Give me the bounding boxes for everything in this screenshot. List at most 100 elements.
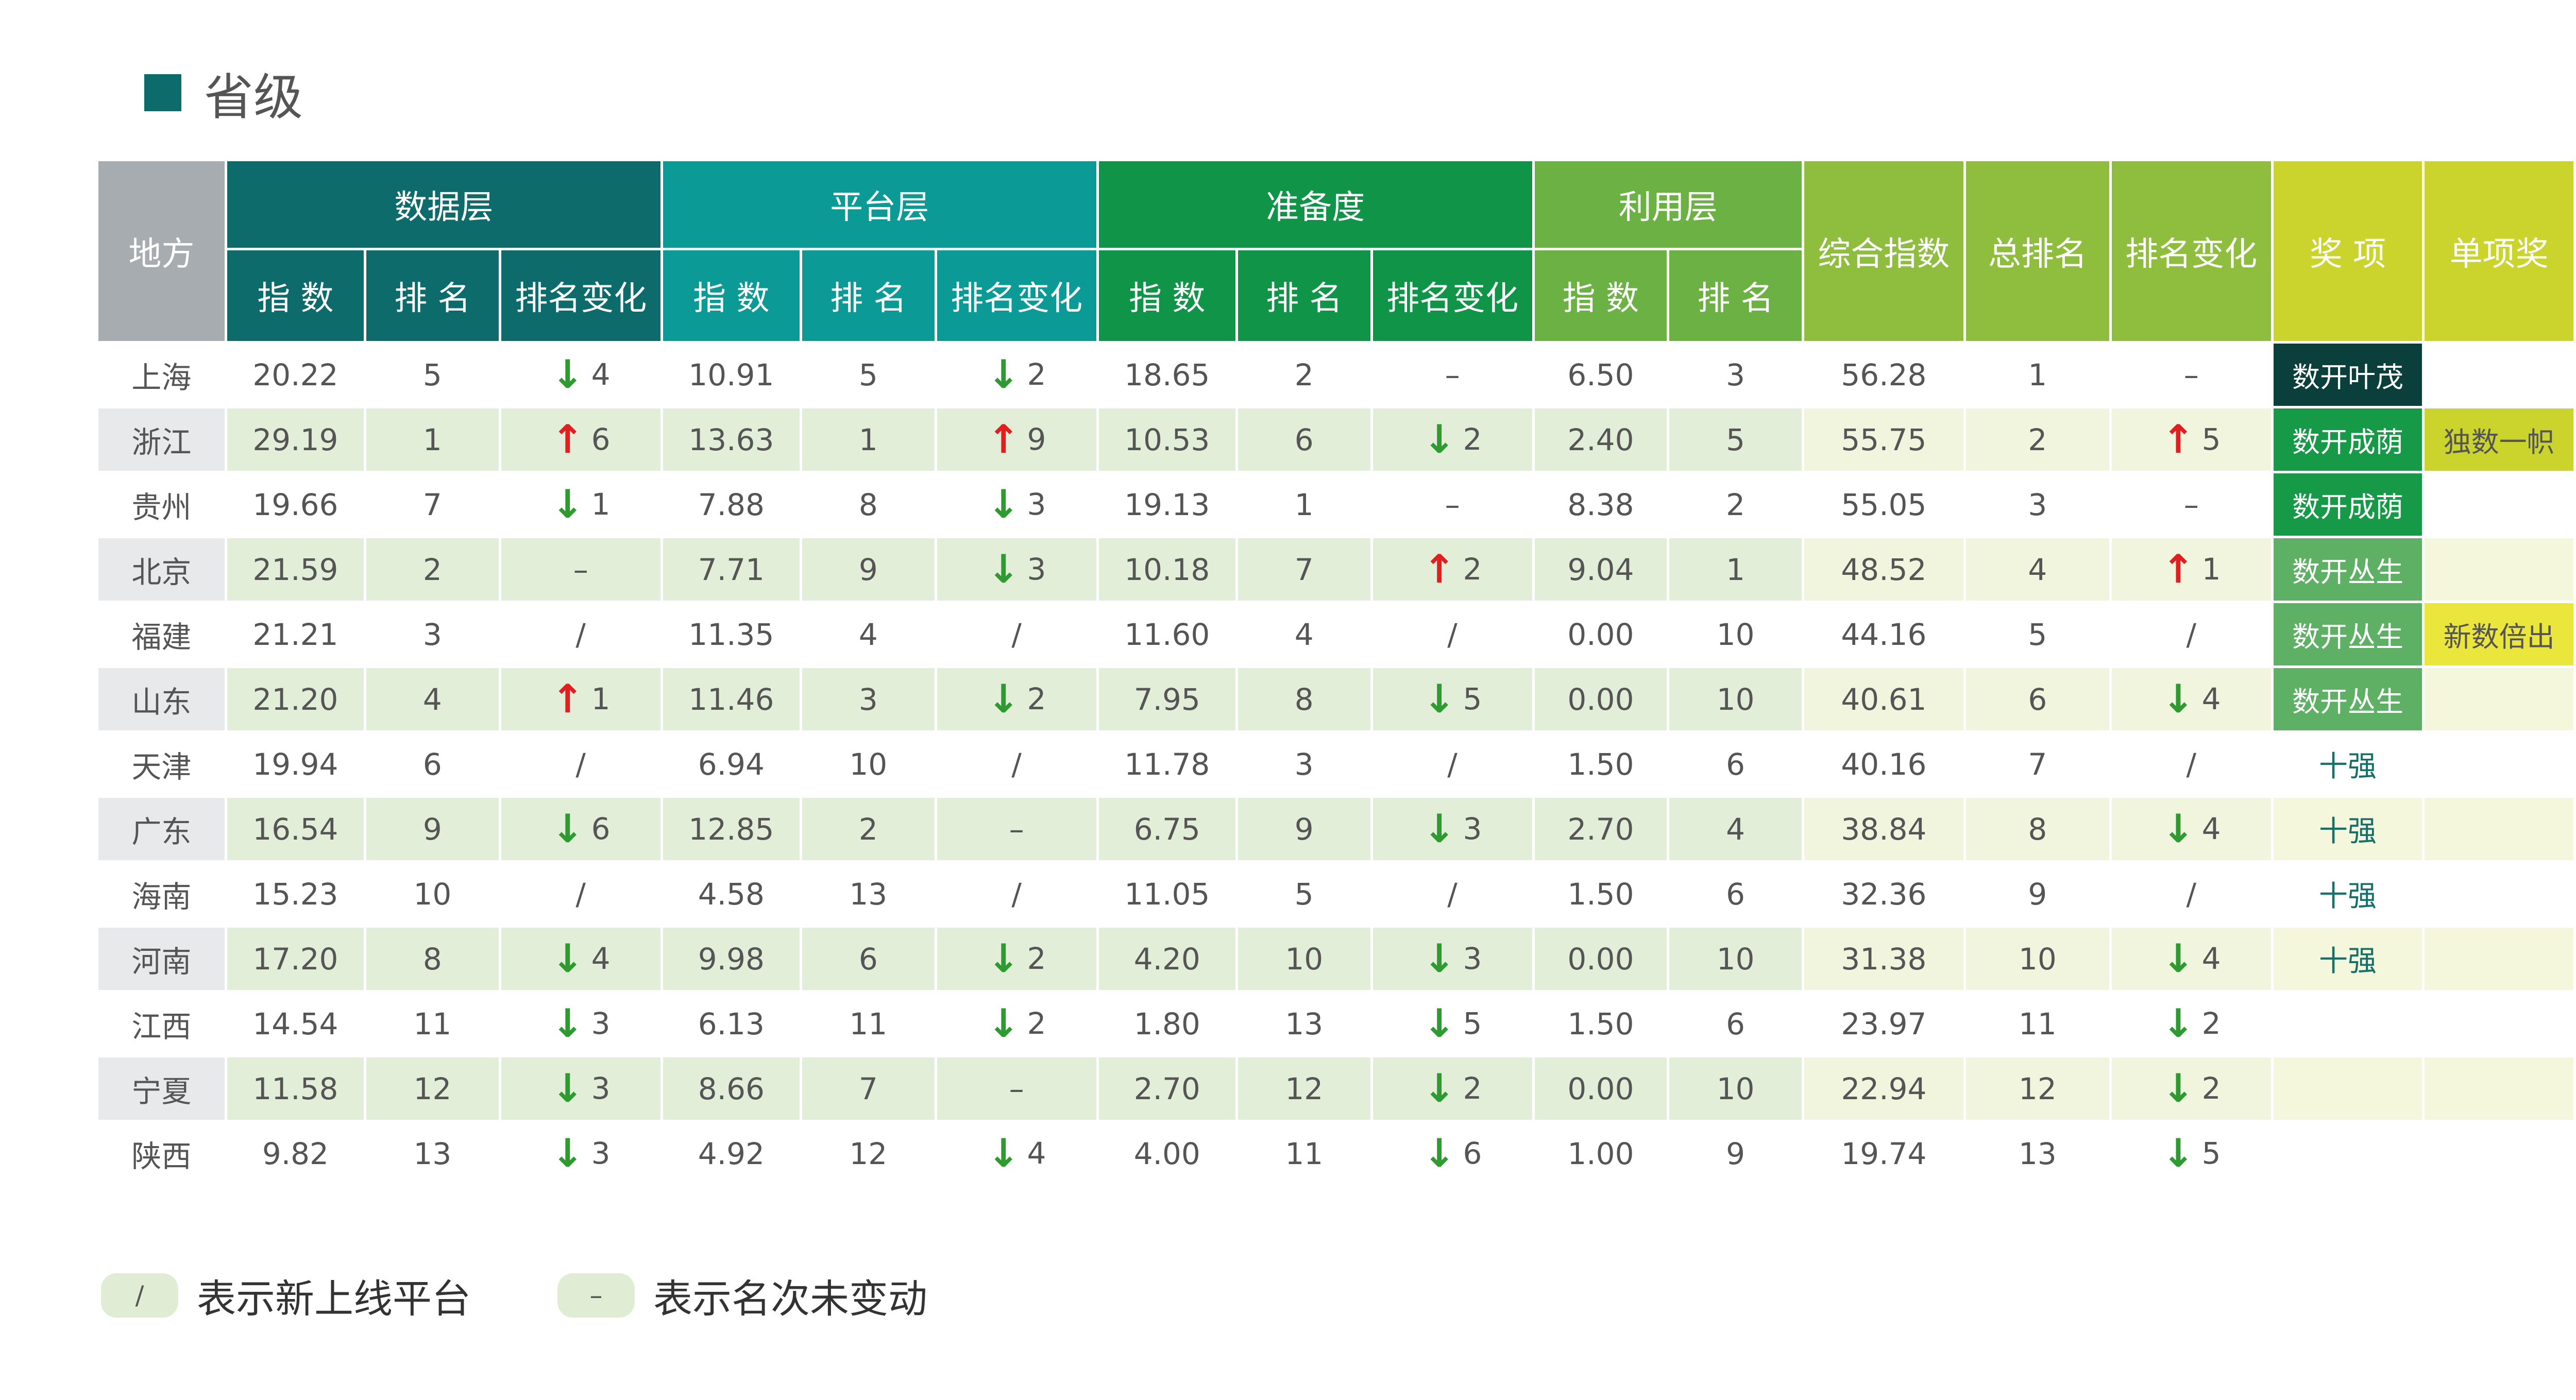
cell-platform-rank: 1 [799,406,937,473]
rank-change-value: 2 [1027,941,1046,976]
cell-composite-index: 55.05 [1801,471,1966,538]
cell-platform-index: 4.58 [660,860,802,928]
rank-change: – [1009,812,1024,847]
cell-platform-rank: 12 [799,1120,937,1187]
cell-total-rank: 10 [1963,925,2112,993]
cell-composite-index: 48.52 [1801,536,1966,603]
cell-platform-index: 7.71 [660,536,802,603]
cell-platform-rank: 11 [799,990,937,1057]
cell-data-change: ↓ 6 [498,795,663,863]
cell-data-change: / [498,860,663,928]
cell-total-rank: 2 [1963,406,2112,473]
cell-award: 十强 [2270,795,2425,863]
cell-use-index: 2.40 [1532,406,1670,473]
cell-readiness-index: 6.75 [1096,795,1238,863]
rank-change: ↓ 2 [1423,419,1482,459]
cell-readiness-index: 2.70 [1096,1055,1238,1122]
arrow-down-icon: ↓ [987,675,1020,722]
arrow-down-icon: ↓ [987,351,1020,397]
cell-composite-index: 56.28 [1801,341,1966,408]
rank-change-value: 2 [1027,1005,1046,1041]
cell-platform-rank: 7 [799,1055,937,1122]
cell-use-index: 0.00 [1532,1055,1670,1122]
cell-readiness-change: ↑ 2 [1370,536,1535,603]
rank-change-value: – [2183,487,2199,522]
cell-platform-change: / [934,601,1099,668]
header-place: 地方 [96,159,227,344]
rank-change: ↓ 4 [2162,679,2221,719]
cell-award: 数开丛生 [2270,536,2425,603]
rank-change-value: 2 [1463,1070,1482,1106]
cell-readiness-change: / [1370,860,1535,928]
cell-use-rank: 2 [1667,471,1804,538]
cell-platform-rank: 9 [799,536,937,603]
cell-total-change: ↑ 5 [2109,406,2274,473]
cell-use-rank: 6 [1667,990,1804,1057]
rank-change-value: / [1447,746,1458,782]
rank-change-value: / [1011,617,1022,652]
cell-award [2270,1120,2425,1187]
cell-total-rank: 11 [1963,990,2112,1057]
cell-use-rank: 3 [1667,341,1804,408]
header-platform-change: 排名变化 [934,248,1099,344]
cell-use-index: 1.00 [1532,1120,1670,1187]
cell-readiness-rank: 1 [1235,471,1373,538]
cell-platform-index: 12.85 [660,795,802,863]
cell-readiness-index: 18.65 [1096,341,1238,408]
cell-readiness-index: 19.13 [1096,471,1238,538]
cell-readiness-rank: 12 [1235,1055,1373,1122]
rank-change-value: 3 [591,1070,611,1106]
rank-change: ↓ 3 [987,484,1046,524]
cell-place: 山东 [96,665,227,733]
cell-platform-change: – [934,1055,1099,1122]
rank-change-value: 4 [591,356,611,392]
cell-use-index: 9.04 [1532,536,1670,603]
rank-change-value: 3 [1463,941,1482,976]
arrow-down-icon: ↓ [1422,1000,1456,1046]
cell-data-index: 15.23 [224,860,367,928]
rank-change-value: / [2186,876,2197,912]
rank-change-value: 3 [1027,551,1046,587]
rank-change-value: 4 [2201,681,2221,716]
rank-change: / [2187,617,2197,652]
rank-change-value: – [1445,357,1460,392]
cell-award [2270,990,2425,1057]
cell-data-change: / [498,601,663,668]
table-row: 浙江 29.19 1 ↑ 6 13.63 1 ↑ 9 10.53 6 ↓ 2 2.40 5 55.75 2 ↑ 5 数… [96,406,2576,473]
cell-platform-change: ↓ 2 [934,990,1099,1057]
cell-readiness-rank: 10 [1235,925,1373,993]
cell-total-rank: 7 [1963,730,2112,798]
cell-data-index: 21.59 [224,536,367,603]
rank-change: ↑ 5 [2162,419,2221,459]
cell-platform-rank: 3 [799,665,937,733]
arrow-down-icon: ↓ [2161,675,2195,722]
cell-readiness-rank: 9 [1235,795,1373,863]
cell-use-index: 0.00 [1532,601,1670,668]
cell-single-award [2422,665,2576,733]
cell-readiness-index: 7.95 [1096,665,1238,733]
rank-change: ↑ 2 [1423,549,1482,589]
rank-change: ↓ 1 [551,484,611,524]
rank-change: ↓ 3 [551,1133,611,1173]
cell-readiness-rank: 5 [1235,860,1373,928]
cell-platform-change: – [934,795,1099,863]
cell-composite-index: 22.94 [1801,1055,1966,1122]
cell-readiness-change: / [1370,730,1535,798]
rank-change-value: – [1445,487,1460,522]
cell-place: 北京 [96,536,227,603]
cell-place: 广东 [96,795,227,863]
cell-total-rank: 8 [1963,795,2112,863]
arrow-down-icon: ↓ [551,805,584,851]
rank-change: ↓ 2 [987,1003,1046,1043]
rank-change-value: 6 [1463,1135,1482,1171]
cell-use-index: 0.00 [1532,925,1670,993]
cell-data-rank: 8 [364,925,501,993]
rank-change-value: – [1009,1071,1024,1106]
rank-change: / [1447,747,1458,782]
rank-change-value: 2 [1463,421,1482,457]
cell-award [2270,1055,2425,1122]
rank-change: – [2184,357,2199,392]
cell-readiness-change: ↓ 6 [1370,1120,1535,1187]
cell-award: 数开丛生 [2270,665,2425,733]
cell-composite-index: 40.16 [1801,730,1966,798]
